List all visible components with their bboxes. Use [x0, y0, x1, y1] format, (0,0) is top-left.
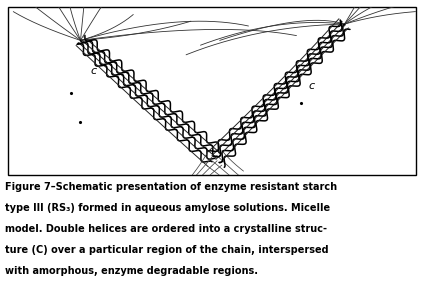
Text: type III (RS₃) formed in aqueous amylose solutions. Micelle: type III (RS₃) formed in aqueous amylose… — [5, 203, 330, 213]
Text: ture (C) over a particular region of the chain, interspersed: ture (C) over a particular region of the… — [5, 245, 329, 255]
Text: c: c — [309, 81, 315, 91]
Text: c: c — [91, 66, 97, 76]
Text: with amorphous, enzyme degradable regions.: with amorphous, enzyme degradable region… — [5, 266, 258, 276]
Text: Figure 7–Schematic presentation of enzyme resistant starch: Figure 7–Schematic presentation of enzym… — [5, 182, 337, 192]
Text: model. Double helices are ordered into a crystalline struc-: model. Double helices are ordered into a… — [5, 224, 327, 234]
